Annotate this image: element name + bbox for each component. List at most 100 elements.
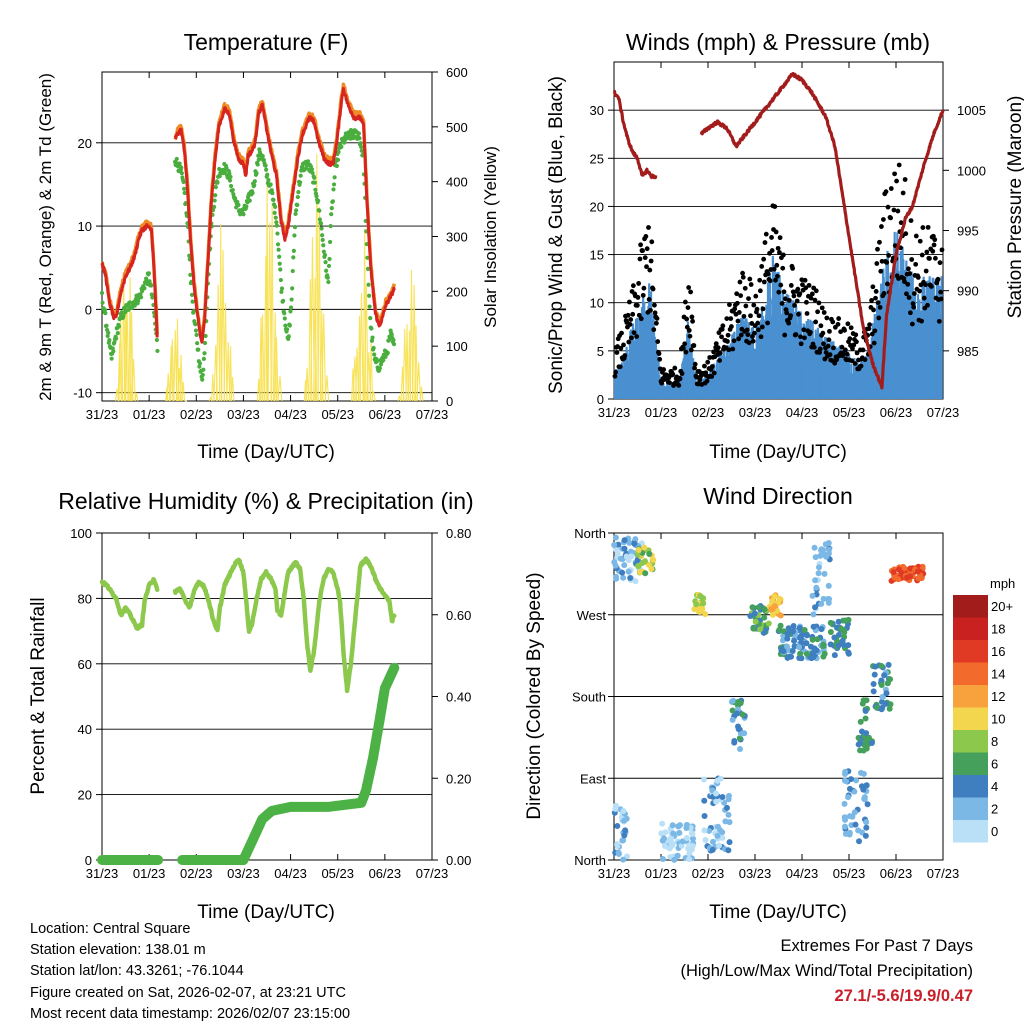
wind-gust-point [752,330,757,336]
dewpoint-point [348,128,354,133]
dewpoint-point [275,242,281,247]
wind-direction-point [907,565,914,572]
wind-gust-point [628,335,634,341]
wind-gust-point [777,235,783,241]
wind-direction-point [841,800,848,807]
wind-gust-point [930,248,936,254]
wind-direction-point [642,558,649,565]
wind-gust-point [839,344,845,350]
dewpoint-point [298,173,303,178]
wind-gust-point [694,374,699,380]
wind-gust-point [734,291,740,297]
wind-direction-point [791,643,798,650]
dewpoint-point [111,349,116,354]
dewpoint-point [365,266,371,271]
wind-direction-point [852,821,859,828]
wind-gust-point [826,337,832,343]
wind-direction-point [751,610,758,617]
extremes-title: Extremes For Past 7 Days [780,937,973,955]
wind-gust-point [686,328,692,333]
wind-direction-point [862,832,869,839]
wind-gust-point [820,330,826,336]
dewpoint-point [138,295,144,300]
winds-xtick-label: 03/23 [739,405,772,420]
wind-direction-point [701,813,708,820]
wind-direction-point [689,835,696,842]
wind-gust-point [631,330,637,335]
temperature-xtick-label: 02/23 [180,407,213,422]
humidity-plot-area: 31/23 01/23 02/23 03/23 04/23 05/23 06/23 07/23… [70,526,471,881]
dewpoint-point [273,215,278,220]
wind-gust-point [626,339,632,345]
winds-title: Winds (mph) & Pressure (mb) [626,29,930,55]
wind-gust-point [935,276,941,282]
dewpoint-point [273,204,278,209]
wind-gust-point [795,286,801,292]
wind-gust-point [869,331,875,337]
wind-gust-point [672,365,678,371]
wind-gust-point [638,242,644,248]
dewpoint-point [104,323,109,328]
wind-gust-point [778,282,784,288]
wind-gust-point [932,255,938,261]
wind-direction-point [752,618,759,625]
wind-gust-point [860,347,866,353]
dewpoint-point [318,221,324,226]
wind-direction-point [878,662,885,669]
wind-gust-point [802,277,808,283]
wind-direction-point [739,711,746,718]
wind-direction-point [719,834,726,841]
wind-gust-point [655,339,661,344]
dewpoint-point [255,162,260,167]
dewpoint-point [294,208,299,213]
wind-gust-point [760,306,766,312]
dewpoint-point [331,182,337,187]
dewpoint-point [391,341,397,347]
wind-direction-point [856,740,863,747]
dewpoint-point [254,171,259,176]
wind-direction-point [812,604,819,611]
wind-gust-point [757,277,763,283]
wind-direction-point [831,652,838,659]
wind-gust-point [780,252,786,258]
wind-direction-point [896,566,903,573]
wind-direction-point [611,542,618,549]
dewpoint-point [275,231,280,236]
wind-direction-point [726,819,733,826]
wind-direction-point [855,827,862,834]
wind-direction-point [803,650,810,657]
wind-gust-point [761,279,767,285]
wind-direction-point [861,794,868,801]
wind-direction-point [835,642,842,649]
wind-direction-point [846,785,853,792]
wind-gust-point [853,332,859,338]
wind-direction-point [815,570,822,577]
wind-direction-point [761,614,768,621]
wind-gust-point [628,317,634,322]
wind-direction-point [698,607,705,614]
wind-gust-point [929,284,934,289]
humidity-y2tick-label: 0.80 [446,526,471,541]
dewpoint-point [241,212,246,217]
dewpoint-point [328,224,333,229]
wind-gust-point [793,332,799,337]
temp-2m-line [173,87,396,344]
wind-gust-point [900,190,906,196]
solar-insolation-spike [270,203,274,402]
wind-gust-point [823,350,829,355]
wind-direction-point [699,594,706,601]
dewpoint-point [293,211,298,217]
wind-gust-point [877,304,883,310]
humidity-xtick-label: 07/23 [416,866,449,881]
wind-gust-point [836,316,842,321]
wind-direction-point [635,547,642,554]
wind-direction-point [808,655,815,662]
wind-gust-point [646,297,652,302]
solar-insolation-spike [131,359,136,402]
wind-direction-point [750,625,757,632]
wind-gust-point [924,249,930,255]
dewpoint-point [182,186,187,192]
wind-gust-point [909,257,915,262]
dewpoint-point [264,167,269,172]
humidity-ytick-label: 20 [78,788,92,803]
